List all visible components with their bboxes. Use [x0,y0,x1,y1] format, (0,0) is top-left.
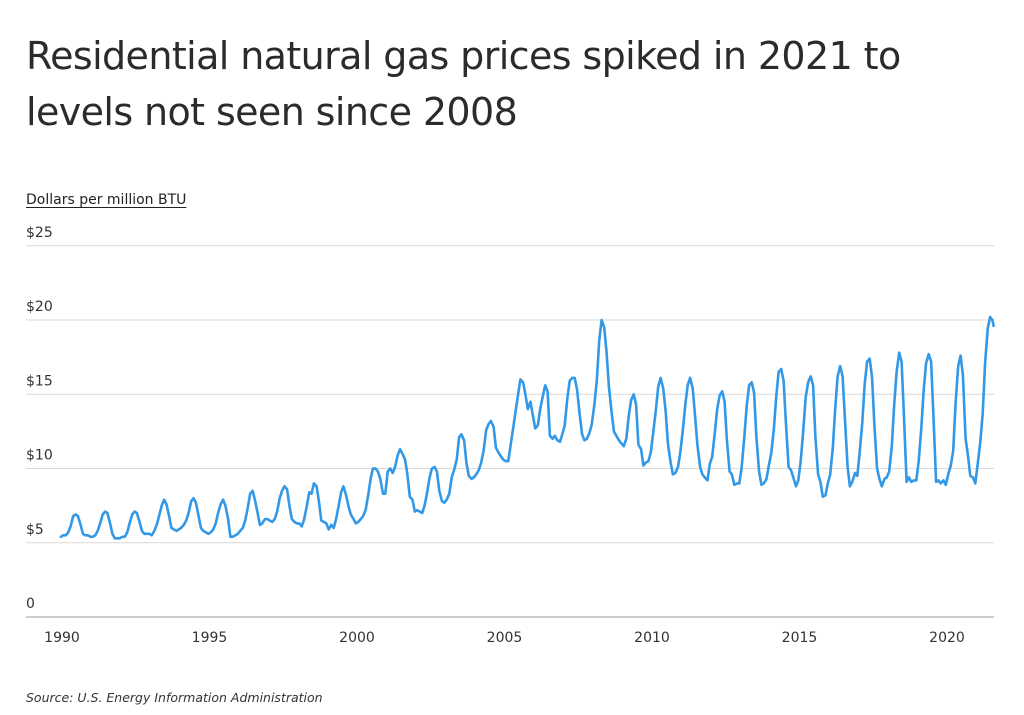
price-line [59,315,995,540]
x-tick-label: 1990 [44,630,80,646]
y-tick-label: $5 [26,522,44,538]
x-tick-label: 2020 [929,630,965,646]
y-tick-label: 0 [26,596,35,612]
source-note: Source: U.S. Energy Information Administ… [26,690,323,705]
x-tick-label: 2010 [634,630,670,646]
x-tick-label: 2005 [487,630,523,646]
y-tick-label: $15 [26,373,53,389]
x-tick-label: 1995 [192,630,228,646]
x-tick-label: 2000 [339,630,375,646]
y-tick-label: $10 [26,448,53,464]
y-tick-label: $20 [26,299,53,315]
gridlines [26,245,994,618]
y-tick-label: $25 [26,225,53,241]
y-tick-labels: 0 $5 $10 $15 $20 $25 [26,225,53,612]
line-chart: 0 $5 $10 $15 $20 $25 1990 1995 2000 2005 2010 2015… [26,225,995,646]
x-tick-labels: 1990 1995 2000 2005 2010 2015 2020 [44,630,965,646]
x-tick-label: 2015 [782,630,818,646]
chart-title: Residential natural gas prices spiked in… [26,34,901,134]
y-axis-unit-label: Dollars per million BTU [26,192,187,208]
